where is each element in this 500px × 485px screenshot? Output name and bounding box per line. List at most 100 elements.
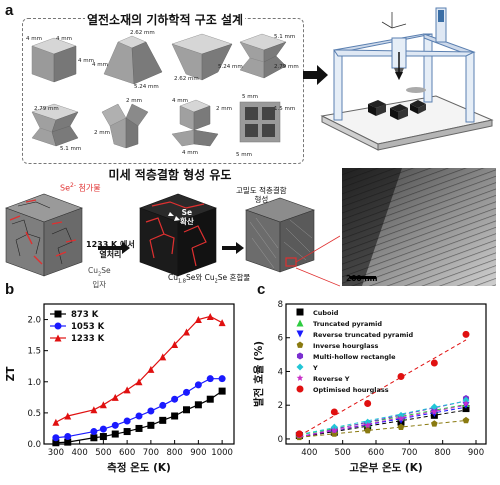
data-point bbox=[147, 421, 155, 429]
series-2 bbox=[52, 312, 226, 426]
x-axis-label: 측정 온도 (K) bbox=[107, 461, 171, 474]
y-tick-label: 2 bbox=[278, 401, 283, 411]
data-point bbox=[206, 375, 214, 383]
x-tick-label: 600 bbox=[119, 448, 135, 458]
cube-heat-treated bbox=[139, 193, 217, 277]
data-point bbox=[147, 365, 155, 373]
legend-label: 1233 K bbox=[71, 334, 105, 344]
data-point bbox=[194, 316, 202, 324]
cube-stacking-faults bbox=[245, 197, 315, 273]
printer-illustration bbox=[320, 7, 494, 151]
shape-multi-hollow-rectangle bbox=[239, 101, 281, 143]
data-point bbox=[330, 408, 338, 416]
grain-label: Cu2Se 입자 bbox=[88, 266, 111, 289]
cube-grains bbox=[5, 193, 83, 277]
data-point bbox=[123, 428, 131, 436]
x-tick-label: 400 bbox=[301, 448, 317, 458]
legend-marker bbox=[54, 322, 62, 330]
dim-label: 1.5 mm bbox=[274, 106, 295, 112]
dim-label: 4 mm bbox=[78, 58, 94, 64]
dim-label: 2.62 mm bbox=[130, 30, 155, 36]
data-point bbox=[52, 439, 60, 447]
x-tick-label: 700 bbox=[143, 448, 159, 458]
geometry-design-title: 열전소재의 기하학적 구조 설계 bbox=[85, 11, 245, 28]
arrow-right-icon bbox=[98, 242, 130, 254]
data-point bbox=[295, 430, 303, 438]
x-tick-label: 600 bbox=[368, 448, 384, 458]
data-point bbox=[218, 375, 226, 383]
x-tick-label: 500 bbox=[335, 448, 351, 458]
shape-truncated-pyramid bbox=[103, 35, 163, 85]
legend-label: Y bbox=[312, 364, 318, 372]
data-point bbox=[111, 393, 119, 401]
dim-label: 4 mm bbox=[26, 36, 42, 42]
x-tick-label: 400 bbox=[72, 448, 88, 458]
dim-label: 4 mm bbox=[182, 150, 198, 156]
data-point bbox=[99, 401, 107, 409]
data-point bbox=[111, 421, 119, 429]
data-point bbox=[99, 425, 107, 433]
data-point bbox=[52, 418, 60, 426]
shape-hourglass bbox=[31, 103, 79, 147]
series-0 bbox=[52, 387, 226, 447]
y-tick-label: 8 bbox=[278, 300, 283, 310]
y-tick-label: 1.0 bbox=[27, 378, 41, 388]
shape-gallery: 4 mm 4 mm 4 mm 2.62 mm 5.24 mm 4 mm 2.62… bbox=[26, 30, 299, 158]
fit-line bbox=[299, 420, 467, 438]
fit-line bbox=[299, 403, 467, 436]
dim-label: 5 mm bbox=[242, 94, 258, 100]
mixture-label: Cu1.8Se와 Cu2Se 혼합물 bbox=[168, 273, 251, 285]
stacking-fault-title: 미세 적층결함 형성 유도 bbox=[108, 168, 232, 182]
y-tick-label: 0 bbox=[278, 435, 283, 445]
legend-marker bbox=[54, 310, 62, 318]
tem-micrograph bbox=[342, 168, 496, 286]
data-point bbox=[364, 421, 371, 429]
data-point bbox=[64, 433, 72, 441]
dim-label: 5.24 mm bbox=[218, 64, 243, 70]
se-dopant-label: Se2- 첨가물 bbox=[60, 182, 101, 193]
dim-label: 2.62 mm bbox=[174, 76, 199, 82]
plot-frame bbox=[285, 303, 487, 445]
x-tick-label: 300 bbox=[48, 448, 64, 458]
panel-letter-b: b bbox=[5, 281, 15, 298]
fit-line bbox=[299, 400, 467, 438]
data-point bbox=[331, 427, 338, 434]
series-7 bbox=[295, 330, 470, 438]
legend-marker bbox=[54, 334, 62, 342]
data-point bbox=[90, 434, 98, 442]
x-tick-label: 800 bbox=[167, 448, 183, 458]
legend-marker bbox=[296, 352, 304, 360]
legend-label: Reverse truncated pyramid bbox=[313, 331, 414, 339]
data-point bbox=[206, 312, 214, 320]
data-point bbox=[171, 340, 179, 348]
legend-label: 873 K bbox=[71, 310, 99, 320]
legend-label: Inverse hourglass bbox=[313, 342, 378, 350]
data-point bbox=[52, 434, 60, 442]
se-diffusion-label: Se 확산 bbox=[180, 208, 194, 226]
data-point bbox=[430, 359, 438, 367]
legend: Cuboid Truncated pyramid Reverse truncated… bbox=[296, 308, 414, 394]
legend-label: Reverse Y bbox=[313, 375, 350, 383]
data-point bbox=[218, 387, 226, 395]
y-tick-label: 0.5 bbox=[27, 409, 41, 419]
scale-bar-label: 200 nm bbox=[346, 274, 378, 283]
zt-chart: 300 400 500 600 700 800 900 1000 0.0 0.5 1.0 1.5 2.0… bbox=[5, 303, 235, 474]
legend-label: 1053 K bbox=[71, 322, 105, 332]
panel-letter-c: c bbox=[257, 281, 266, 298]
shape-y bbox=[101, 103, 149, 149]
dim-label: 2 mm bbox=[126, 98, 142, 104]
fit-line bbox=[299, 409, 467, 438]
data-point bbox=[462, 330, 470, 338]
legend-label: Truncated pyramid bbox=[313, 320, 382, 328]
arrow-right-icon bbox=[222, 242, 244, 254]
data-point bbox=[171, 412, 179, 420]
data-point bbox=[431, 420, 438, 427]
dim-label: 2 mm bbox=[94, 130, 110, 136]
data-point bbox=[397, 423, 405, 430]
data-point bbox=[183, 388, 190, 396]
data-point bbox=[431, 408, 438, 415]
dim-label: 2.79 mm bbox=[34, 106, 59, 112]
dim-label: 5.1 mm bbox=[274, 34, 295, 40]
process-diagram bbox=[5, 193, 340, 287]
x-tick-label: 900 bbox=[190, 448, 206, 458]
